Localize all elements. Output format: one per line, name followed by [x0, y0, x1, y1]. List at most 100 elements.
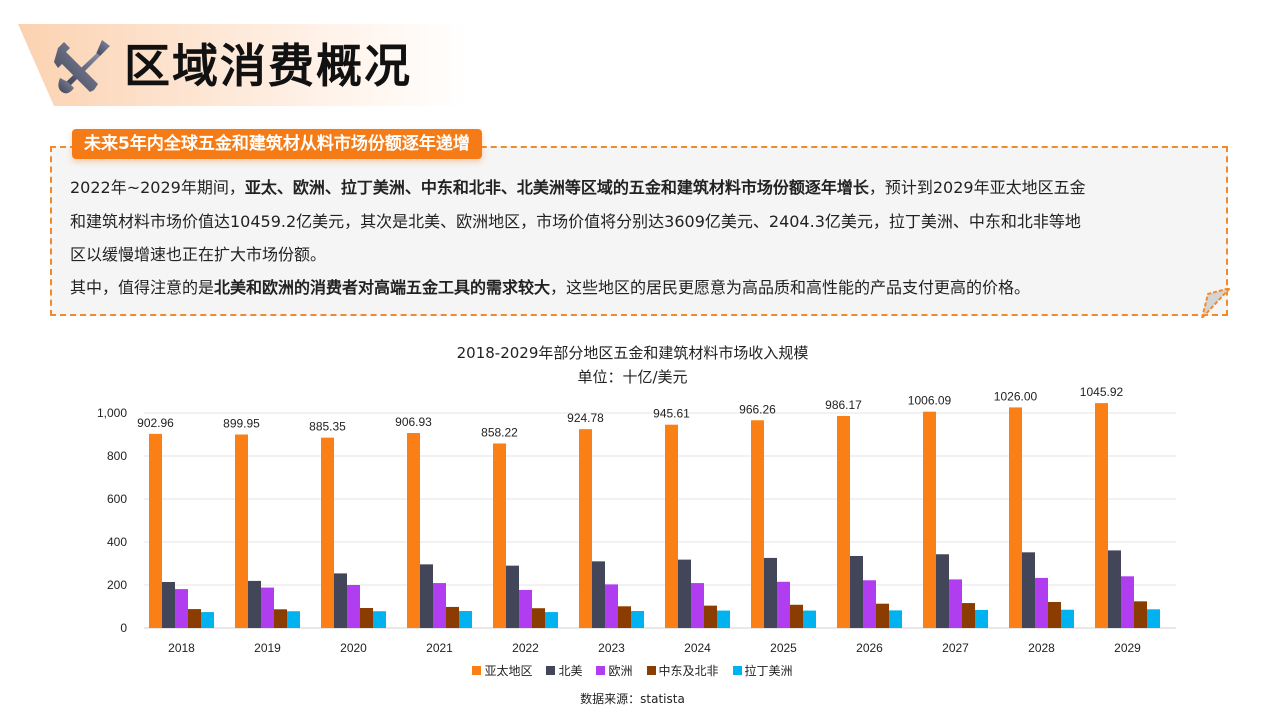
- bar-4-2023: [631, 611, 644, 628]
- text: 其中，值得注意的是: [70, 278, 215, 297]
- bar-3-2020: [360, 608, 373, 628]
- x-tick-label: 2018: [168, 641, 195, 655]
- x-tick-label: 2025: [770, 641, 797, 655]
- bar-4-2025: [803, 610, 816, 628]
- legend-label: 亚太地区: [484, 664, 533, 678]
- legend-swatch: [596, 666, 606, 675]
- bar-4-2018: [201, 612, 214, 628]
- bar-4-2029: [1147, 609, 1160, 628]
- bar-2-2028: [1035, 577, 1048, 628]
- page-fold-corner: [1200, 288, 1230, 318]
- legend-swatch: [472, 666, 482, 675]
- bar-0-2023: [579, 429, 592, 628]
- data-label: 899.95: [223, 417, 260, 431]
- bar-4-2024: [717, 610, 730, 628]
- bar-2-2023: [605, 584, 618, 628]
- page-title: 区域消费概况: [124, 39, 412, 93]
- bar-4-2020: [373, 611, 386, 628]
- bar-2-2021: [433, 583, 446, 628]
- y-tick-label: 0: [120, 621, 127, 635]
- bar-3-2028: [1048, 601, 1061, 628]
- bar-1-2019: [248, 580, 261, 628]
- bar-2-2024: [691, 583, 704, 628]
- bar-2-2026: [863, 580, 876, 628]
- chart-legend: 亚太地区 北美 欧洲 中东及北非 拉丁美洲: [0, 662, 1265, 679]
- data-label: 986.17: [825, 398, 862, 412]
- bar-1-2026: [850, 555, 863, 628]
- bar-3-2026: [876, 603, 889, 628]
- info-paragraph-line2: 和建筑材料市场价值达10459.2亿美元，其次是北美、欧洲地区，市场价值将分别达…: [70, 212, 1081, 231]
- bar-3-2022: [532, 608, 545, 628]
- legend-label: 北美: [558, 664, 583, 678]
- data-label: 885.35: [309, 420, 346, 434]
- y-tick-label: 200: [107, 578, 127, 592]
- legend-item: 中东及北非: [646, 662, 719, 679]
- bar-4-2027: [975, 609, 988, 628]
- x-tick-label: 2023: [598, 641, 625, 655]
- bar-2-2029: [1121, 576, 1134, 628]
- x-tick-label: 2020: [340, 641, 367, 655]
- bar-1-2027: [936, 554, 949, 628]
- x-tick-label: 2026: [856, 641, 883, 655]
- bar-3-2023: [618, 606, 631, 628]
- bar-4-2021: [459, 611, 472, 628]
- bar-4-2019: [287, 611, 300, 628]
- data-label: 902.96: [137, 416, 174, 430]
- bar-0-2027: [923, 411, 936, 628]
- legend-item: 欧洲: [596, 662, 633, 679]
- bar-0-2019: [235, 434, 248, 628]
- bar-0-2026: [837, 415, 850, 628]
- bar-2-2020: [347, 585, 360, 628]
- data-label: 1006.09: [908, 394, 952, 408]
- legend-label: 中东及北非: [658, 664, 719, 678]
- text: ，预计到2029年亚太地区五金: [868, 178, 1086, 197]
- header-banner: [18, 24, 468, 106]
- bar-2-2019: [261, 587, 274, 628]
- bar-1-2018: [162, 581, 175, 628]
- x-tick-label: 2019: [254, 641, 281, 655]
- bar-1-2024: [678, 559, 691, 628]
- legend-swatch: [546, 666, 556, 675]
- legend-item: 北美: [546, 662, 582, 679]
- y-tick-label: 400: [107, 535, 127, 549]
- bar-2-2027: [949, 579, 962, 628]
- legend-swatch: [646, 666, 656, 675]
- bar-0-2025: [751, 420, 764, 628]
- x-tick-label: 2028: [1028, 641, 1055, 655]
- bar-2-2018: [175, 589, 188, 628]
- info-tag: 未来5年内全球五金和建筑材从料市场份额逐年递增: [72, 129, 482, 159]
- info-paragraph-line1: 2022年~2029年期间，亚太、欧洲、拉丁美洲、中东和北非、北美洲等区域的五金…: [70, 178, 1220, 198]
- bar-0-2020: [321, 437, 334, 628]
- data-source: 数据来源：statista: [580, 692, 685, 706]
- bar-4-2026: [889, 610, 902, 628]
- y-tick-label: 600: [107, 492, 127, 506]
- info-box: [50, 146, 1228, 316]
- info-paragraph-line3: 区以缓慢增速也正在扩大市场份额。: [70, 245, 327, 264]
- chart-subtitle: 单位：十亿/美元: [577, 368, 688, 386]
- bold-text: 亚太、欧洲、拉丁美洲、中东和北非、北美洲等区域的五金和建筑材料市场份额逐年增长: [244, 178, 869, 197]
- bar-0-2028: [1009, 407, 1022, 628]
- bar-2-2025: [777, 581, 790, 628]
- legend-label: 拉丁美洲: [744, 664, 793, 678]
- x-tick-label: 2021: [426, 641, 453, 655]
- bar-0-2022: [493, 443, 506, 628]
- info-paragraph-line4: 其中，值得注意的是北美和欧洲的消费者对高端五金工具的需求较大，这些地区的居民更愿…: [70, 278, 1220, 298]
- bar-1-2028: [1022, 552, 1035, 628]
- bar-1-2029: [1108, 550, 1121, 628]
- bar-2-2022: [519, 589, 532, 628]
- data-label: 906.93: [395, 415, 432, 429]
- tools-icon: [54, 40, 110, 94]
- legend-label: 欧洲: [608, 664, 633, 678]
- chart-title: 2018-2029年部分地区五金和建筑材料市场收入规模: [456, 344, 809, 362]
- bar-1-2025: [764, 557, 777, 628]
- bar-1-2022: [506, 565, 519, 628]
- data-label: 1026.00: [994, 389, 1038, 403]
- bar-3-2024: [704, 605, 717, 628]
- x-tick-label: 2022: [512, 641, 539, 655]
- y-tick-label: 800: [107, 449, 127, 463]
- legend-swatch: [732, 666, 742, 675]
- text: ，这些地区的居民更愿意为高品质和高性能的产品支付更高的价格。: [550, 278, 1031, 297]
- bar-0-2024: [665, 424, 678, 628]
- bar-3-2021: [446, 606, 459, 628]
